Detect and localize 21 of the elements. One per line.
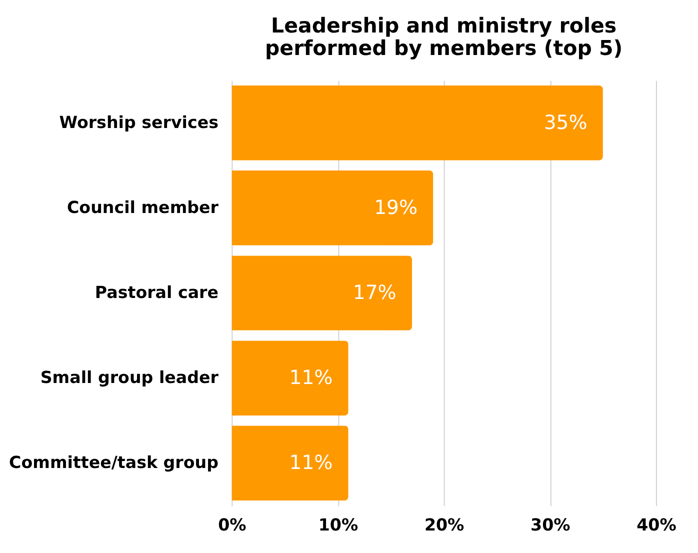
- bar: [232, 85, 603, 160]
- data-label: 19%: [374, 196, 418, 219]
- data-label: 35%: [544, 110, 588, 134]
- x-tick-label: 40%: [636, 516, 677, 535]
- bar: [232, 426, 348, 501]
- x-tick-label: 0%: [218, 516, 247, 535]
- data-label: 11%: [289, 366, 333, 389]
- y-tick-label: Council member: [66, 198, 220, 217]
- chart-title: Leadership and ministry roles performed by members (top 5): [264, 13, 623, 60]
- x-tick-label: 30%: [530, 516, 571, 535]
- y-tick-label: Pastoral care: [94, 282, 218, 302]
- data-label: 17%: [352, 280, 396, 304]
- data-label: 11%: [289, 450, 333, 474]
- y-tick-label: Small group leader: [40, 368, 220, 387]
- y-tick-label: Worship services: [59, 112, 219, 132]
- x-tick-label: 20%: [424, 516, 465, 535]
- y-tick-label: Committee/task group: [9, 452, 219, 472]
- x-tick-label: 10%: [318, 516, 358, 535]
- bar: [232, 256, 412, 330]
- bar: [232, 170, 434, 246]
- bar: [232, 340, 348, 416]
